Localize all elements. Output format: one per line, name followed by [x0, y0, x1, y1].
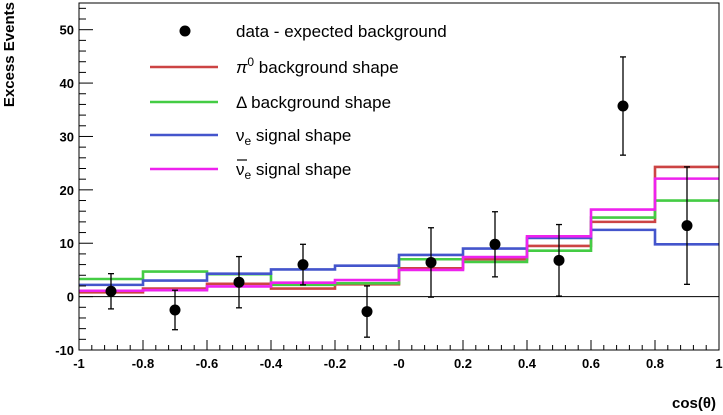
y-axis-label: Excess Events: [1, 2, 18, 107]
data-point: [617, 100, 629, 112]
y-tick-label: 0: [67, 290, 74, 305]
x-tick-label: 1: [715, 356, 722, 371]
data-point: [425, 256, 437, 268]
legend-label-2: νe signal shape: [236, 126, 351, 148]
legend-label-data: data - expected background: [236, 22, 447, 41]
y-tick-label: 50: [60, 23, 74, 38]
legend-marker-data: [179, 25, 191, 37]
x-axis-label: cos(θ): [672, 395, 716, 412]
y-tick-label: 30: [60, 129, 74, 144]
x-tick-label: 0.6: [582, 356, 600, 371]
x-tick-label: 0.8: [646, 356, 664, 371]
y-tick-label: 40: [60, 76, 74, 91]
x-tick-label: -1: [73, 356, 85, 371]
y-tick-label: 20: [60, 183, 74, 198]
data-point: [233, 276, 245, 288]
x-tick-label: -0.2: [324, 356, 346, 371]
x-tick-label: -0.4: [260, 356, 283, 371]
y-tick-label: 10: [60, 236, 74, 251]
data-point: [489, 238, 501, 250]
data-point: [681, 220, 693, 232]
series-line-3: [79, 177, 719, 293]
data-point: [297, 259, 309, 271]
data-point: [169, 304, 181, 316]
x-tick-label: 0.2: [454, 356, 472, 371]
y-tick-label: -10: [55, 343, 74, 358]
legend-label-3: νe signal shape: [236, 160, 351, 182]
data-point: [105, 285, 117, 297]
x-tick-label: -0: [393, 356, 405, 371]
legend-label-0: π0 background shape: [236, 55, 399, 77]
data-point: [361, 306, 373, 318]
x-tick-label: 0.4: [518, 356, 537, 371]
data-point: [553, 254, 565, 266]
x-tick-label: -0.8: [132, 356, 154, 371]
x-tick-label: -0.6: [196, 356, 218, 371]
legend-label-1: Δ background shape: [236, 93, 391, 112]
